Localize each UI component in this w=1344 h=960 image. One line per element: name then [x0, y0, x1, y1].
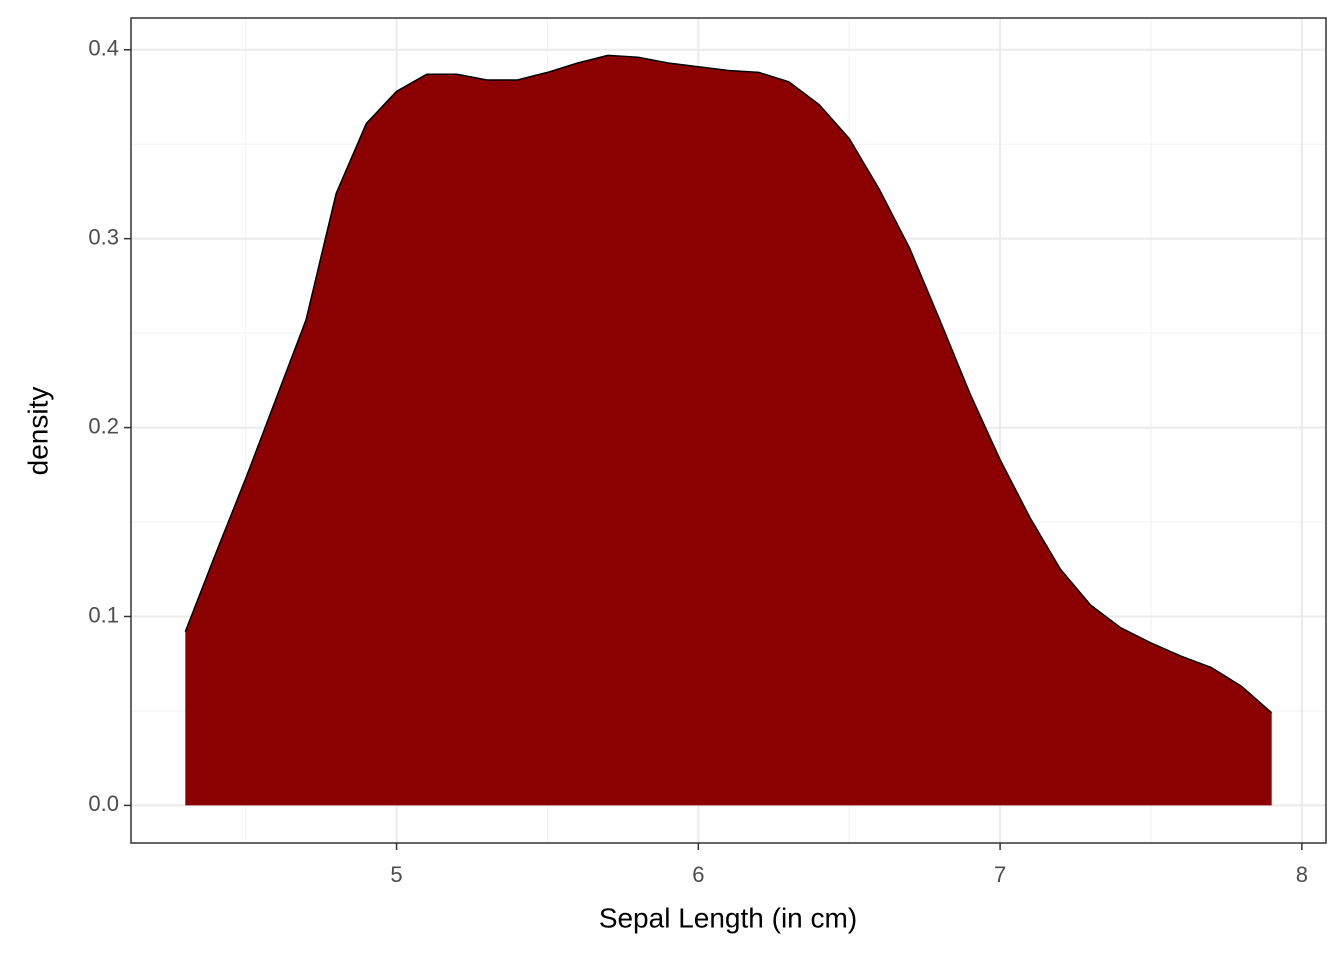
- y-tick-label: 0.2: [88, 413, 119, 438]
- panel-border: [130, 17, 1327, 844]
- density-fill: [185, 55, 1272, 806]
- x-axis-title: Sepal Length (in cm): [599, 902, 857, 933]
- y-tick-label: 0.4: [88, 36, 119, 61]
- x-tick-label: 8: [1296, 862, 1308, 887]
- y-tick-label: 0.0: [88, 791, 119, 816]
- x-tick-label: 7: [994, 862, 1006, 887]
- density-area: [184, 54, 1273, 714]
- y-tick-label: 0.1: [88, 602, 119, 627]
- x-tick-label: 6: [692, 862, 704, 887]
- y-axis-title: density: [22, 387, 53, 476]
- x-tick-label: 5: [390, 862, 402, 887]
- y-tick-label: 0.3: [88, 224, 119, 249]
